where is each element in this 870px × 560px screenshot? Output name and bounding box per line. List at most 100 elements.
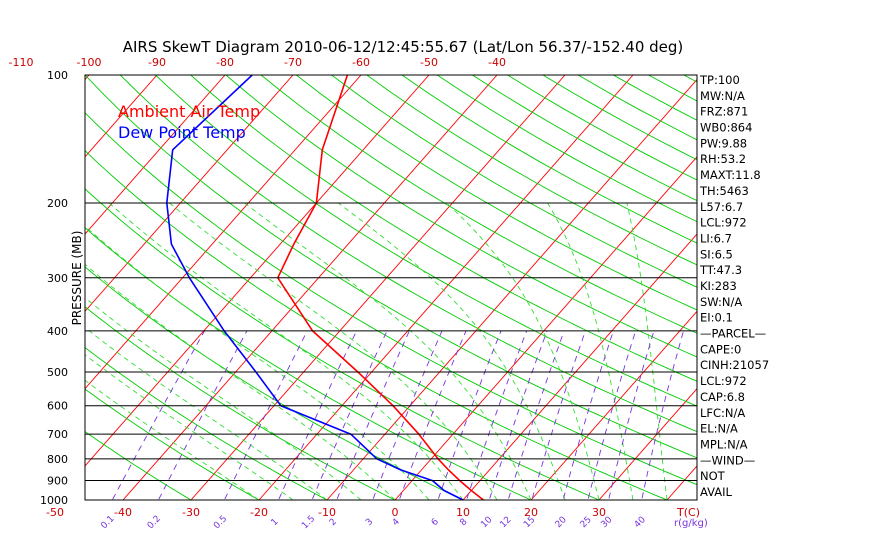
- mixing-ratio-tick-label: 8: [458, 517, 469, 528]
- top-temperature-tick-label: -110: [9, 56, 34, 69]
- isotherm-line: [190, 75, 566, 500]
- mixing-ratio-line: [111, 330, 205, 500]
- isotherm-line: [85, 75, 158, 158]
- mixing-ratio-tick-label: 3: [364, 517, 375, 528]
- mixing-ratio-tick-label: 40: [633, 515, 648, 530]
- mixing-ratio-line: [278, 330, 358, 500]
- stability-index-item: LCL:972: [700, 216, 747, 230]
- series-line-dew-point-temp: [166, 75, 464, 500]
- moist-adiabat-line: [85, 225, 430, 500]
- dry-adiabat-line: [85, 430, 192, 500]
- bottom-axis-unit-label: T(C): [676, 506, 700, 519]
- dry-adiabat-line: [85, 150, 669, 500]
- mixing-ratio-tick-label: 0.2: [146, 514, 163, 531]
- plot-border: [84, 74, 698, 501]
- dry-adiabat-line: [507, 75, 697, 181]
- moist-adiabat-line: [244, 202, 532, 500]
- bottom-temperature-tick-label: 10: [456, 506, 470, 519]
- dry-adiabat-line: [85, 188, 601, 500]
- stability-index-item: EI:0.1: [700, 311, 733, 325]
- isotherm-line: [735, 75, 870, 500]
- stability-index-item: TH:5463: [699, 184, 749, 198]
- stability-index-item: RH:53.2: [700, 152, 746, 166]
- isotherm-line: [85, 75, 226, 235]
- pressure-tick-label: 200: [47, 197, 68, 210]
- mixing-ratio-tick-label: 10: [479, 515, 494, 530]
- stability-index-item: PW:9.88: [700, 136, 747, 150]
- stability-index-item: MPL:N/A: [700, 437, 748, 451]
- plot-series: [166, 75, 484, 500]
- bottom-temperature-tick-label: 30: [592, 506, 606, 519]
- dry-adiabat-line: [155, 75, 697, 407]
- mixing-ratio-tick-label: 0.5: [212, 514, 229, 531]
- stability-index-item: CINH:21057: [700, 358, 769, 372]
- stability-index-item: TP:100: [699, 73, 740, 87]
- stability-index-item: SI:6.5: [700, 247, 733, 261]
- isotherm-line: [85, 75, 362, 390]
- pressure-tick-label: 300: [47, 272, 68, 285]
- stability-index-item: CAP:6.8: [700, 390, 745, 404]
- mixing-ratio-line: [507, 330, 565, 500]
- pressure-tick-label: 400: [47, 325, 68, 338]
- mixing-ratio-line: [372, 330, 443, 500]
- dry-adiabat-line: [85, 306, 397, 500]
- isotherm-line: [0, 75, 21, 500]
- moist-adiabat-line: [169, 202, 498, 500]
- legend-entry-ambient-air-temp: Ambient Air Temp: [118, 102, 260, 121]
- stability-index-item: AVAIL: [700, 485, 733, 499]
- top-temperature-tick-label: -60: [352, 56, 370, 69]
- dry-adiabat-line: [366, 75, 697, 266]
- dry-adiabat-line: [85, 266, 465, 500]
- isotherm-line: [326, 78, 697, 500]
- stability-index-item: NOT: [700, 469, 726, 483]
- legend-entry-dew-point-temp: Dew Point Temp: [118, 123, 246, 142]
- mixing-ratio-line: [488, 330, 548, 500]
- bottom-temperature-tick-label: -20: [250, 506, 268, 519]
- dry-adiabat-line: [85, 346, 328, 500]
- mixing-ratio-tick-label: 12: [498, 515, 513, 530]
- mixing-ratio-tick-label: 20: [554, 515, 569, 530]
- y-axis-label: PRESSURE (MB): [70, 231, 84, 326]
- top-temperature-tick-label: -40: [488, 56, 506, 69]
- isotherm-line: [530, 310, 697, 500]
- mixing-ratio-tick-label: 1.5: [300, 514, 317, 531]
- top-temperature-tick-label: -70: [284, 56, 302, 69]
- dry-adiabat-line: [296, 75, 697, 311]
- chart-title: AIRS SkewT Diagram 2010-06-12/12:45:55.6…: [123, 38, 684, 56]
- isotherm-line: [258, 75, 634, 500]
- mixing-ratio-tick-label: 6: [430, 517, 441, 528]
- dry-adiabat-line: [85, 112, 697, 486]
- mixing-ratio-line: [466, 330, 528, 500]
- dry-adiabat-line: [190, 75, 697, 382]
- plot-frame: [84, 74, 698, 501]
- stability-index-item: LCL:972: [700, 374, 747, 388]
- dry-adiabat-line: [85, 75, 697, 459]
- mixing-ratio-line: [311, 330, 388, 500]
- mixing-ratio-line: [157, 330, 248, 500]
- bottom-temperature-tick-label: -10: [318, 506, 336, 519]
- pressure-tick-label: 1000: [40, 494, 68, 507]
- bottom-temperature-tick-label: -40: [114, 506, 132, 519]
- bottom-temperature-tick-label: 20: [524, 506, 538, 519]
- isotherm-line: [803, 75, 870, 500]
- stability-index-item: LFC:N/A: [700, 406, 745, 420]
- stability-index-item: EL:N/A: [700, 422, 738, 436]
- moist-adiabat-line: [446, 202, 600, 500]
- pressure-tick-label: 500: [47, 366, 68, 379]
- dry-adiabat-line: [260, 75, 697, 334]
- top-temperature-tick-label: -50: [420, 56, 438, 69]
- stability-index-item: WB0:864: [700, 121, 752, 135]
- stability-index-item: SW:N/A: [700, 295, 742, 309]
- dry-adiabat-line: [119, 75, 697, 433]
- stability-index-item: KI:283: [700, 279, 737, 293]
- legend: Ambient Air Temp Dew Point Temp: [118, 102, 260, 142]
- mixing-ratio-line: [223, 330, 308, 500]
- stability-index-item: TT:47.3: [699, 263, 742, 277]
- stability-index-item: L57:6.7: [700, 200, 743, 214]
- mixing-ratio-line: [608, 330, 655, 500]
- moist-adiabat-line: [85, 263, 396, 500]
- pressure-tick-label: 900: [47, 475, 68, 488]
- plot-area: [0, 75, 870, 500]
